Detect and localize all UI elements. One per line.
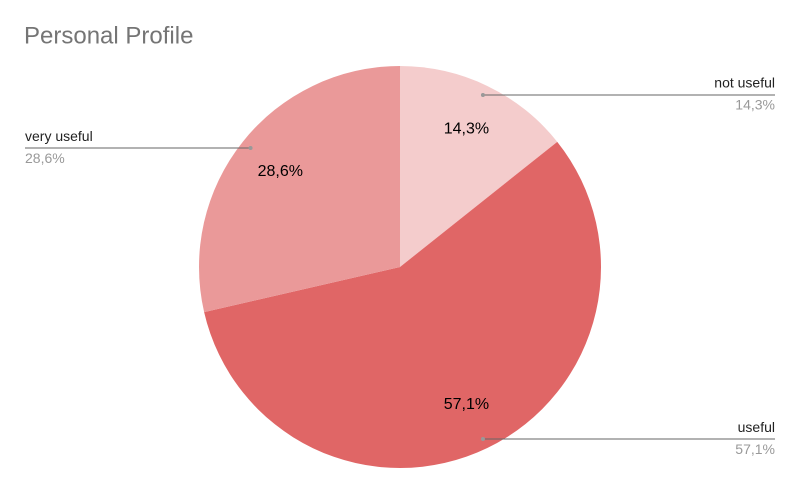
slice-label: 57,1%: [444, 396, 489, 413]
callout-dot: [480, 437, 485, 442]
pie-slice: [204, 141, 602, 469]
slice-label: 28,6%: [258, 163, 303, 180]
pie-slice: [198, 66, 400, 313]
callout-dot: [248, 146, 253, 151]
slice-label: 14,3%: [444, 120, 489, 137]
legend-value: 28,6%: [25, 150, 65, 166]
pie-slice: [400, 66, 558, 267]
legend-value: 57,1%: [735, 441, 775, 457]
legend-label: not useful: [714, 75, 775, 91]
legend-label: very useful: [25, 128, 93, 144]
chart-title: Personal Profile: [24, 22, 193, 49]
legend-label: useful: [738, 419, 775, 435]
legend-value: 14,3%: [735, 97, 775, 113]
callout-dot: [480, 92, 485, 97]
